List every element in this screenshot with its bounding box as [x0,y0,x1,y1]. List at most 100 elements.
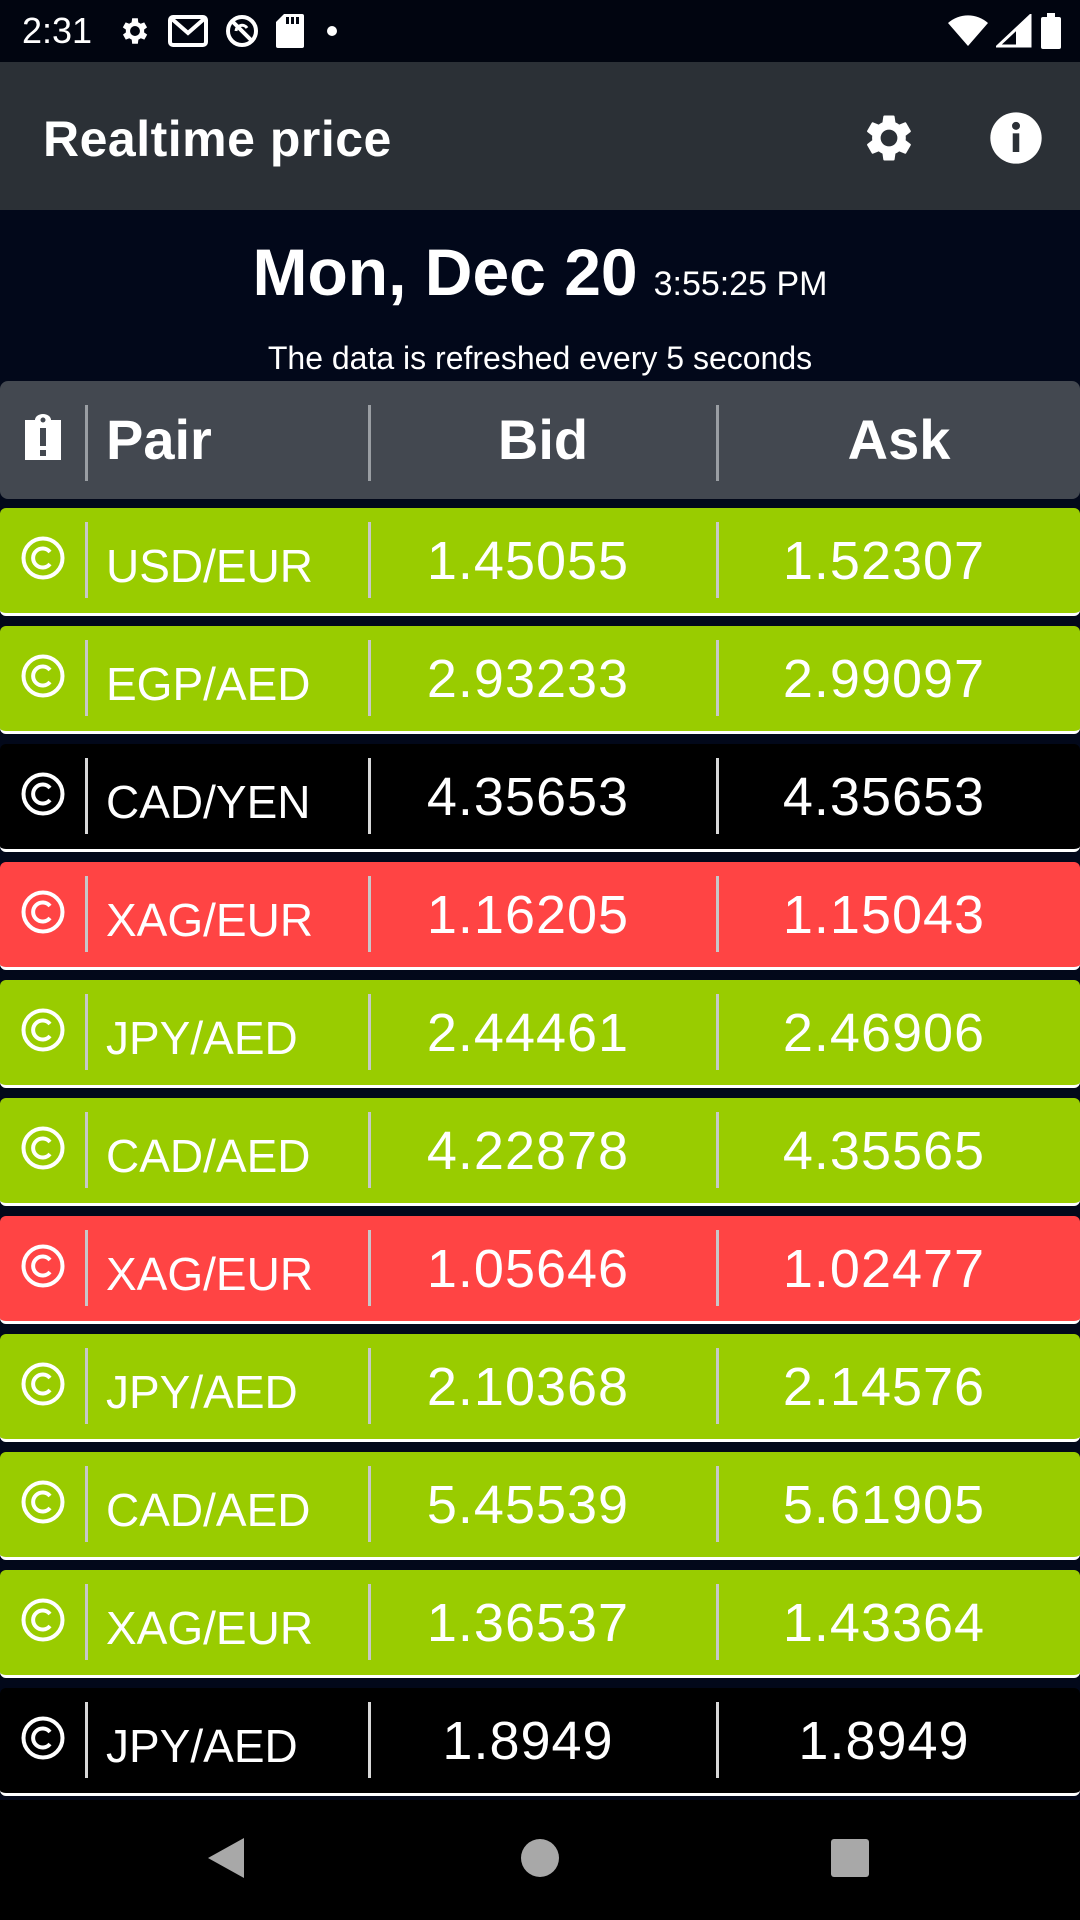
back-button[interactable] [186,1830,266,1890]
status-time: 2:31 [22,10,93,51]
row-icon-cell [0,980,86,1085]
row-pair-cell: JPY/AED [88,1688,368,1793]
bid-value: 1.45055 [426,530,630,591]
row-pair-cell: XAG/EUR [88,862,368,967]
row-divider [85,1584,88,1660]
row-divider [85,640,88,716]
ask-value: 2.14576 [782,1356,986,1417]
bid-value: 1.36537 [426,1592,630,1653]
row-ask-cell: 1.43364 [718,1570,1080,1675]
row-divider [368,1112,371,1188]
pair-label: CAD/YEN [106,775,311,828]
row-divider [716,640,719,716]
ask-value: 2.46906 [782,1002,986,1063]
copyright-icon [20,535,66,586]
pair-label: XAG/EUR [106,1601,314,1654]
bid-value: 5.45539 [426,1474,630,1535]
price-row[interactable]: JPY/AED 2.44461 2.46906 [0,980,1080,1088]
row-icon-cell [0,1570,86,1675]
cellular-signal-icon [996,14,1032,48]
header-pair: Pair [88,381,368,499]
row-icon-cell [0,1334,86,1439]
pair-label: CAD/AED [106,1129,311,1182]
status-system-icons [948,12,1062,50]
back-icon [204,1834,248,1887]
price-row[interactable]: EGP/AED 2.93233 2.99097 [0,626,1080,734]
row-divider [368,758,371,834]
row-divider [85,1348,88,1424]
price-row[interactable]: XAG/EUR 1.36537 1.43364 [0,1570,1080,1678]
ask-value: 1.15043 [782,884,986,945]
header-bid: Bid [370,381,716,499]
price-row[interactable]: CAD/AED 4.22878 4.35565 [0,1098,1080,1206]
row-ask-cell: 4.35565 [718,1098,1080,1203]
row-ask-cell: 1.02477 [718,1216,1080,1321]
bid-value: 1.8949 [442,1710,614,1771]
row-divider [85,1230,88,1306]
price-row[interactable]: JPY/AED 1.8949 1.8949 [0,1688,1080,1796]
settings-button[interactable] [852,103,926,177]
current-date: Mon, Dec 20 [252,235,638,309]
info-button[interactable] [979,103,1053,177]
header-ask: Ask [718,381,1080,499]
price-row[interactable]: CAD/AED 5.45539 5.61905 [0,1452,1080,1560]
header-divider [85,405,88,481]
table-header: Pair Bid Ask [0,381,1080,499]
clipboard-alert-icon [21,413,65,467]
wifi-icon [948,15,988,47]
row-divider [716,1702,719,1778]
row-divider [368,994,371,1070]
copyright-icon [20,1125,66,1176]
row-bid-cell: 2.44461 [370,980,716,1085]
copyright-icon [20,1597,66,1648]
row-divider [716,994,719,1070]
bid-value: 2.10368 [426,1356,630,1417]
row-ask-cell: 2.99097 [718,626,1080,731]
row-divider [85,1112,88,1188]
copyright-icon [20,1715,66,1766]
pair-label: CAD/AED [106,1483,311,1536]
sync-off-icon [224,13,260,49]
gmail-icon [168,15,208,47]
date-header: Mon, Dec 20 3:55:25 PM [0,232,1080,312]
row-divider [716,758,719,834]
row-pair-cell: XAG/EUR [88,1570,368,1675]
row-divider [716,1348,719,1424]
copyright-icon [20,1479,66,1530]
copyright-icon [20,1243,66,1294]
info-icon [988,110,1044,171]
row-divider [716,1112,719,1188]
price-row[interactable]: XAG/EUR 1.05646 1.02477 [0,1216,1080,1324]
battery-icon [1040,13,1062,49]
row-bid-cell: 1.36537 [370,1570,716,1675]
recents-button[interactable] [810,1830,890,1890]
row-ask-cell: 1.15043 [718,862,1080,967]
row-bid-cell: 4.22878 [370,1098,716,1203]
row-divider [85,758,88,834]
ask-value: 5.61905 [782,1474,986,1535]
pair-label: XAG/EUR [106,893,314,946]
row-pair-cell: JPY/AED [88,1334,368,1439]
home-button[interactable] [500,1830,580,1890]
pair-label: USD/EUR [106,539,314,592]
app-bar: Realtime price [0,62,1080,210]
row-icon-cell [0,1688,86,1793]
row-divider [716,1466,719,1542]
price-row[interactable]: XAG/EUR 1.16205 1.15043 [0,862,1080,970]
price-row[interactable]: USD/EUR 1.45055 1.52307 [0,508,1080,616]
row-bid-cell: 1.05646 [370,1216,716,1321]
row-icon-cell [0,1216,86,1321]
row-divider [368,1584,371,1660]
pair-label: JPY/AED [106,1011,298,1064]
ask-value: 4.35565 [782,1120,986,1181]
copyright-icon [20,1361,66,1412]
row-divider [85,1466,88,1542]
row-divider [85,994,88,1070]
price-row[interactable]: CAD/YEN 4.35653 4.35653 [0,744,1080,852]
row-icon-cell [0,862,86,967]
row-icon-cell [0,508,86,613]
row-divider [368,876,371,952]
price-row[interactable]: JPY/AED 2.10368 2.14576 [0,1334,1080,1442]
row-bid-cell: 2.93233 [370,626,716,731]
bid-value: 2.44461 [426,1002,630,1063]
